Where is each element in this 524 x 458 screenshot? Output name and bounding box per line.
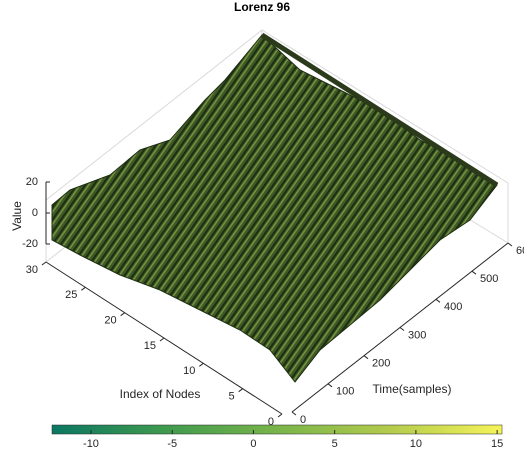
chart-title: Lorenz 96 — [234, 0, 290, 14]
y-tick-label: 20 — [104, 315, 116, 327]
colorbar — [52, 425, 502, 434]
y-tick — [81, 287, 85, 290]
x-tick-label: 100 — [336, 386, 354, 398]
y-tick-label: 25 — [65, 289, 77, 301]
y-tick — [121, 313, 125, 316]
x-tick — [292, 412, 296, 415]
y-tick — [278, 414, 282, 417]
z-axis-label: Value — [10, 201, 24, 231]
y-axis-label: Index of Nodes — [120, 387, 201, 401]
x-tick — [400, 328, 404, 331]
colorbar-tick-label: -10 — [83, 438, 99, 450]
x-tick — [508, 243, 512, 246]
x-tick-label: 200 — [372, 358, 390, 370]
x-tick-label: 300 — [408, 329, 426, 341]
y-tick-label: 10 — [183, 365, 195, 377]
y-tick-label: 0 — [268, 416, 274, 428]
y-tick — [239, 389, 243, 392]
chart: Lorenz 96 Value Index of Nodes Time(samp… — [0, 0, 524, 458]
x-tick — [436, 299, 440, 302]
x-tick-label: 400 — [444, 301, 462, 313]
colorbar-tick-label: 0 — [250, 438, 256, 450]
colorbar-tick-label: 5 — [332, 438, 338, 450]
x-tick — [472, 271, 476, 274]
z-tick-label: 0 — [32, 207, 38, 219]
x-axis-label: Time(samples) — [373, 382, 452, 396]
y-tick-label: 15 — [144, 340, 156, 352]
surface — [52, 35, 497, 382]
colorbar-tick-label: -5 — [167, 438, 177, 450]
y-tick-label: 30 — [26, 264, 38, 276]
y-tick — [160, 338, 164, 341]
x-tick-label: 0 — [300, 414, 306, 426]
z-tick-label: 20 — [26, 176, 38, 188]
z-tick-label: -20 — [22, 238, 38, 250]
colorbar-tick-label: 10 — [410, 438, 422, 450]
y-tick — [42, 262, 46, 265]
y-tick-label: 5 — [229, 391, 235, 403]
colorbar-tick-label: 15 — [491, 438, 503, 450]
x-tick-label: 500 — [480, 273, 498, 285]
x-tick — [364, 356, 368, 359]
x-tick — [328, 384, 332, 387]
y-tick — [199, 363, 203, 366]
x-tick-label: 600 — [516, 245, 524, 257]
